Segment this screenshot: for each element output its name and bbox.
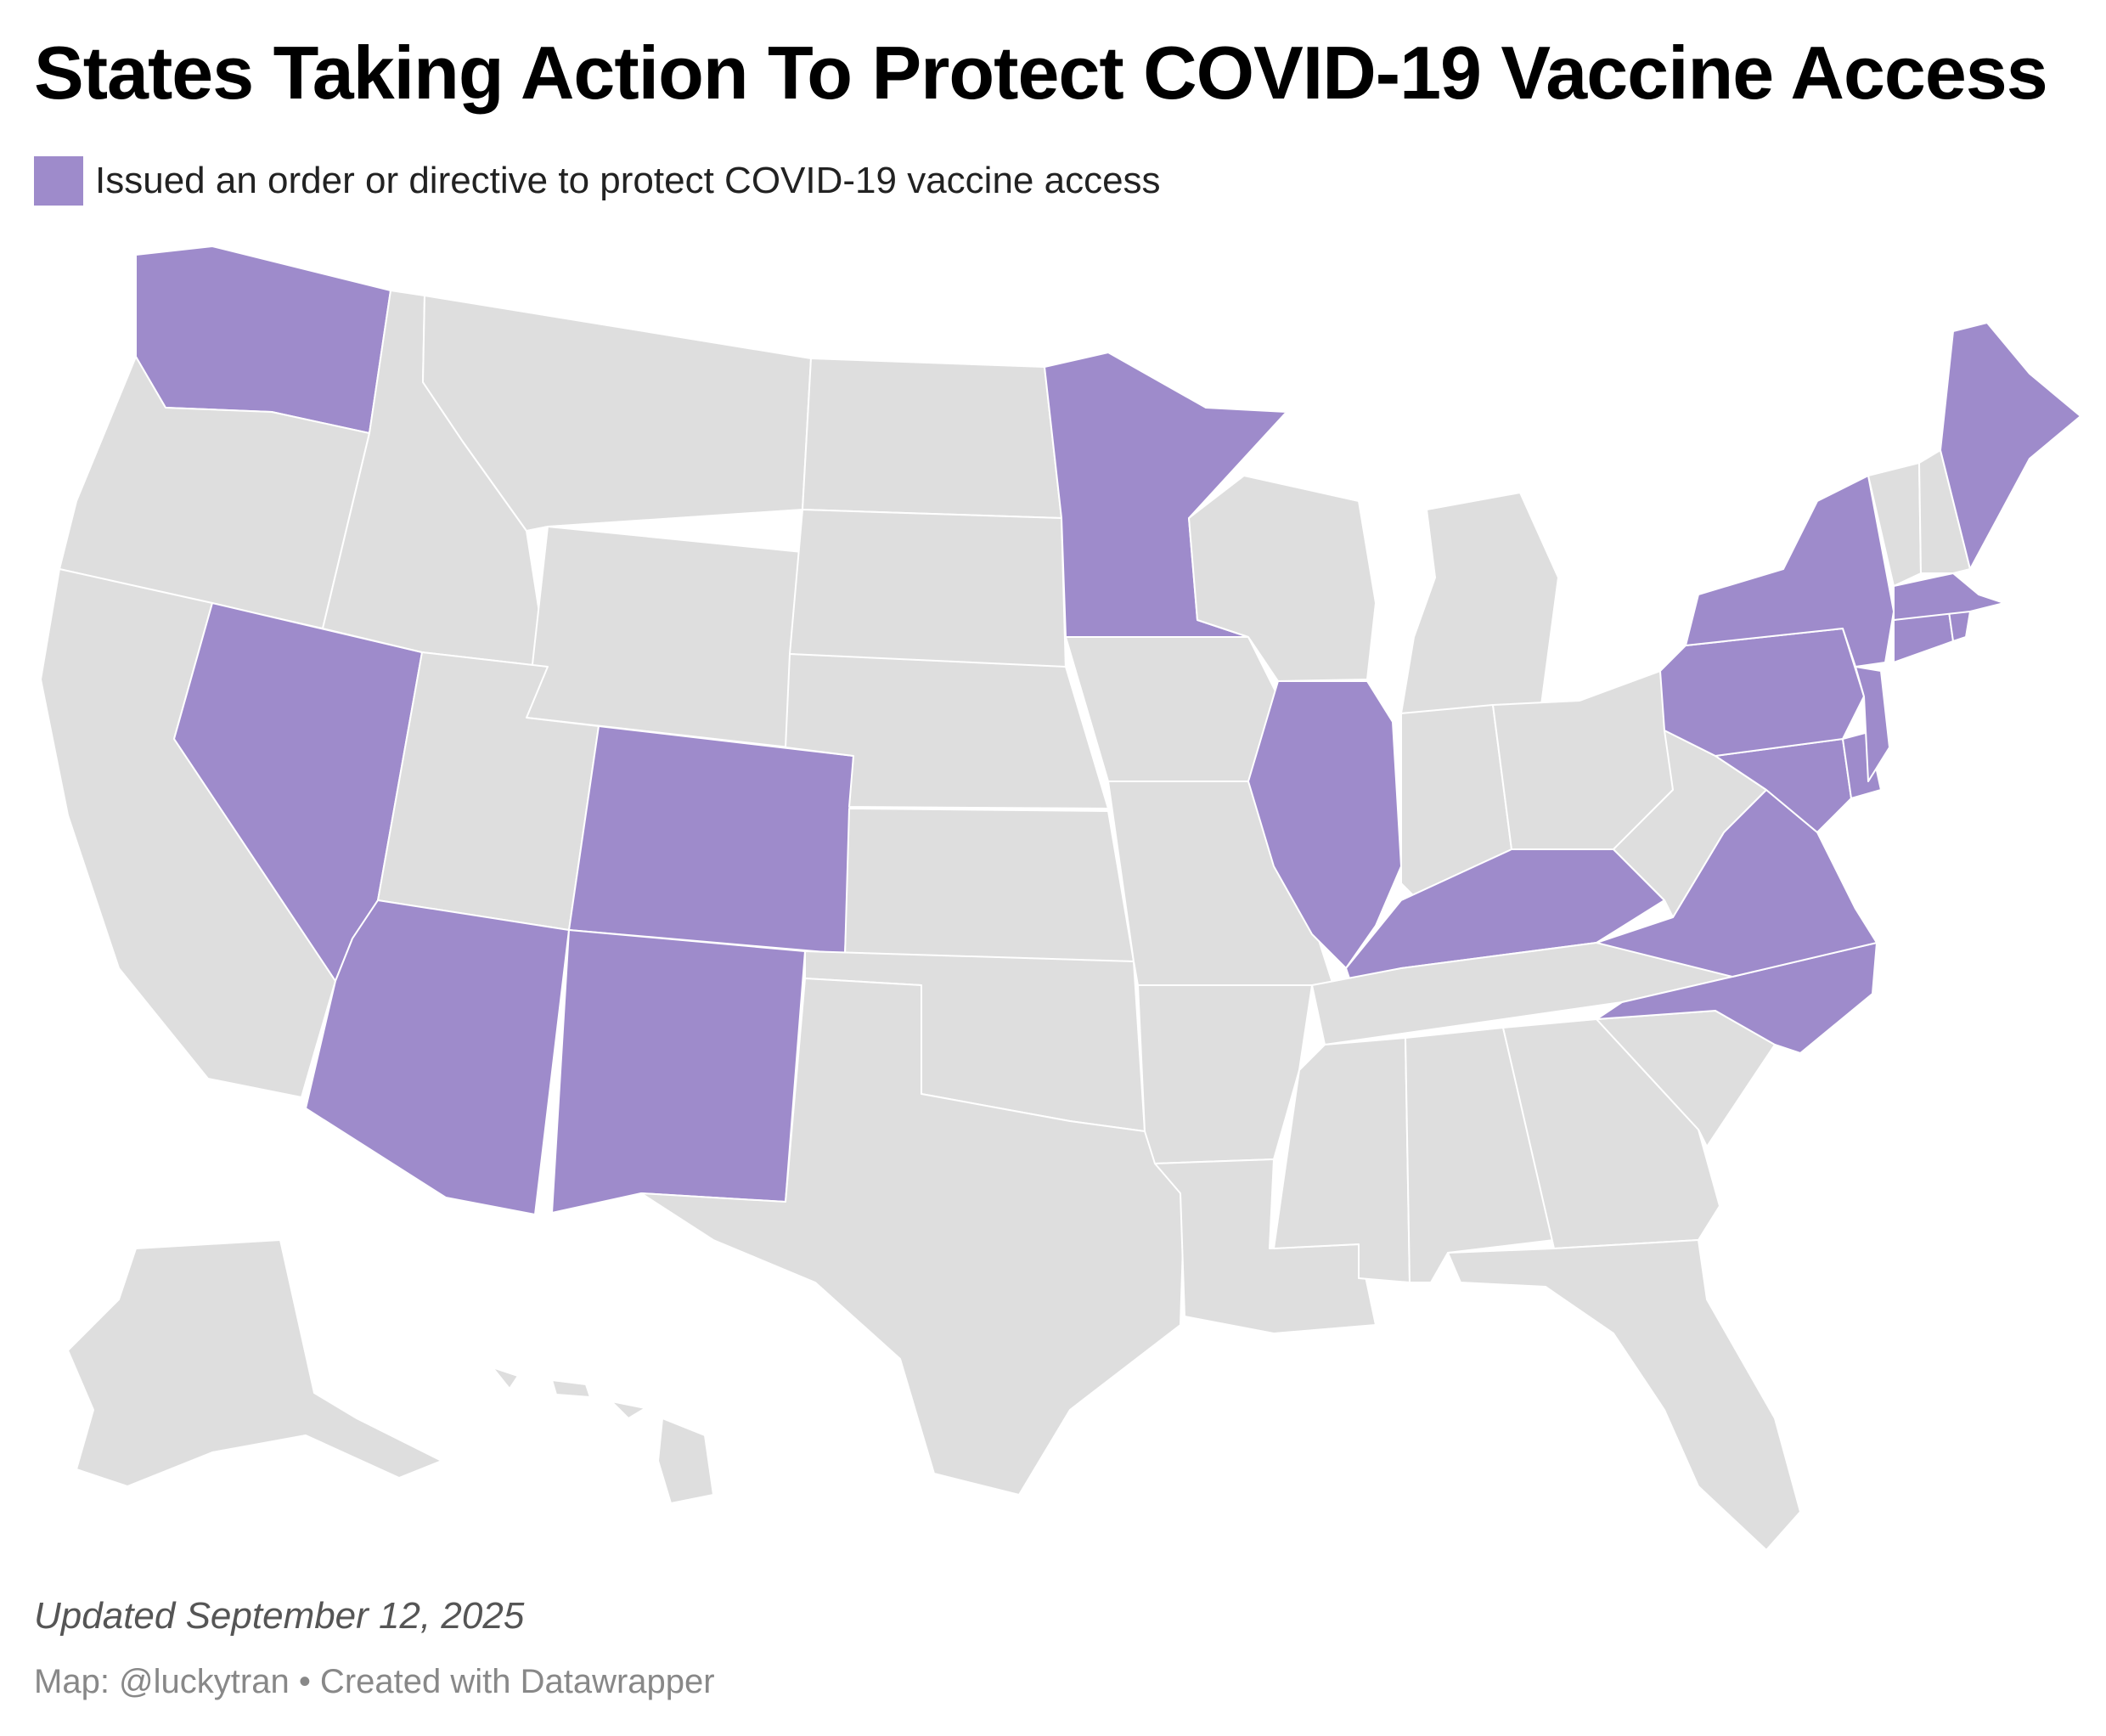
state-florida xyxy=(1447,1239,1801,1551)
state-nebraska xyxy=(785,653,1109,809)
state-wyoming xyxy=(526,526,803,748)
map-title: States Taking Action To Protect COVID-19… xyxy=(34,31,2048,115)
state-wisconsin xyxy=(1188,475,1377,682)
state-arkansas xyxy=(1137,984,1313,1164)
state-maine xyxy=(1940,322,2081,570)
state-new-hampshire xyxy=(1918,449,1971,574)
state-new-jersey xyxy=(1855,666,1890,782)
us-map xyxy=(40,245,2081,1551)
state-new-york xyxy=(1685,475,1895,668)
state-massachusetts xyxy=(1893,572,2005,621)
state-rhode-island xyxy=(1948,611,1971,642)
state-north-carolina xyxy=(1596,942,1878,1054)
updated-note: Updated September 12, 2025 xyxy=(34,1595,525,1637)
state-texas xyxy=(640,978,1185,1496)
state-michigan xyxy=(1400,492,1559,714)
legend-swatch xyxy=(34,156,83,206)
state-hawaii xyxy=(492,1367,714,1504)
state-new-mexico xyxy=(551,929,806,1214)
state-louisiana xyxy=(1154,1158,1377,1334)
state-iowa xyxy=(1065,636,1279,782)
state-illinois xyxy=(1247,680,1402,969)
state-alaska xyxy=(67,1239,442,1487)
state-pennsylvania xyxy=(1659,628,1865,757)
state-south-dakota xyxy=(789,509,1067,672)
state-colorado xyxy=(568,725,854,955)
state-washington xyxy=(135,245,391,434)
map-credit: Map: @luckytran • Created with Datawrapp… xyxy=(34,1663,715,1700)
state-kansas xyxy=(844,808,1135,962)
legend: Issued an order or directive to protect … xyxy=(34,156,1161,206)
state-north-dakota xyxy=(802,358,1062,519)
legend-label: Issued an order or directive to protect … xyxy=(95,160,1161,201)
state-arizona xyxy=(305,899,570,1215)
